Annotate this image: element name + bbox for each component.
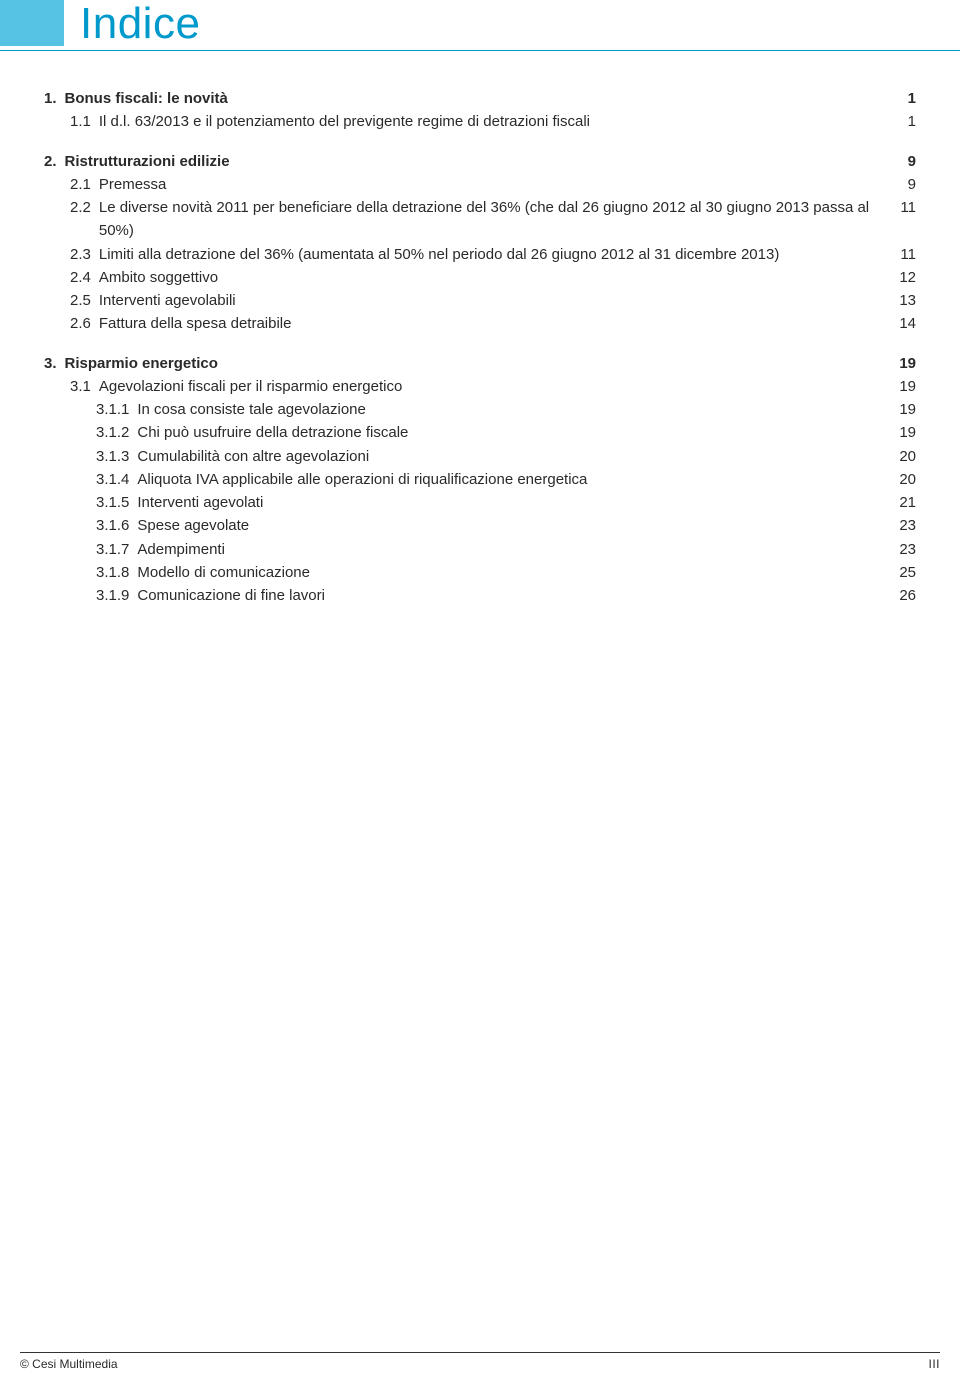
toc-subitem: 3.1.6Spese agevolate23: [44, 514, 916, 537]
footer-copyright: © Cesi Multimedia: [20, 1357, 118, 1371]
toc-subitem-page: 20: [888, 445, 916, 468]
toc-item-text: Le diverse novità 2011 per beneficiare d…: [99, 196, 888, 243]
toc-subitem-text: Cumulabilità con altre agevolazioni: [137, 445, 888, 468]
toc-item-page: 1: [888, 110, 916, 133]
toc-subitem-num: 3.1.1: [96, 398, 137, 421]
toc-subitem-page: 23: [888, 538, 916, 561]
toc-section-heading: 2.Ristrutturazioni edilizie9: [44, 150, 916, 173]
toc-subitem-num: 3.1.5: [96, 491, 137, 514]
toc-subitem-text: Interventi agevolati: [137, 491, 888, 514]
toc-item-num: 3.1: [70, 375, 99, 398]
page-header: Indice: [0, 0, 960, 46]
toc-item-text: Ambito soggettivo: [99, 266, 888, 289]
toc-subitem: 3.1.2Chi può usufruire della detrazione …: [44, 421, 916, 444]
toc-item-text: Fattura della spesa detraibile: [99, 312, 888, 335]
toc-item-page: 14: [888, 312, 916, 335]
toc-list: 1.Bonus fiscali: le novità11.1Il d.l. 63…: [44, 87, 916, 607]
toc-subitem-text: Chi può usufruire della detrazione fisca…: [137, 421, 888, 444]
toc-subitem-num: 3.1.3: [96, 445, 137, 468]
toc-item: 2.4Ambito soggettivo12: [44, 266, 916, 289]
toc-section-heading: 3.Risparmio energetico19: [44, 352, 916, 375]
toc-section-page: 19: [888, 352, 916, 375]
toc-section-num: 2.: [44, 150, 65, 173]
toc-item: 2.6Fattura della spesa detraibile14: [44, 312, 916, 335]
toc-subitem: 3.1.8Modello di comunicazione25: [44, 561, 916, 584]
toc-item-text: Interventi agevolabili: [99, 289, 888, 312]
toc-subitem-num: 3.1.8: [96, 561, 137, 584]
toc-subitem-page: 19: [888, 421, 916, 444]
toc-item: 2.5Interventi agevolabili13: [44, 289, 916, 312]
toc-item-text: Agevolazioni fiscali per il risparmio en…: [99, 375, 888, 398]
toc-subitem: 3.1.4Aliquota IVA applicabile alle opera…: [44, 468, 916, 491]
toc-subitem-page: 19: [888, 398, 916, 421]
toc-item-page: 12: [888, 266, 916, 289]
toc-section-title: Bonus fiscali: le novità: [65, 87, 888, 110]
toc-subitem-text: Comunicazione di fine lavori: [137, 584, 888, 607]
toc-item-text: Limiti alla detrazione del 36% (aumentat…: [99, 243, 888, 266]
toc-subitem: 3.1.7Adempimenti23: [44, 538, 916, 561]
toc-content: 1.Bonus fiscali: le novità11.1Il d.l. 63…: [0, 51, 960, 607]
toc-item-page: 13: [888, 289, 916, 312]
toc-subitem-page: 26: [888, 584, 916, 607]
toc-section-heading: 1.Bonus fiscali: le novità1: [44, 87, 916, 110]
toc-subitem-page: 20: [888, 468, 916, 491]
toc-subitem-page: 25: [888, 561, 916, 584]
toc-item-page: 19: [888, 375, 916, 398]
toc-subitem-text: In cosa consiste tale agevolazione: [137, 398, 888, 421]
toc-item-page: 11: [888, 196, 916, 219]
toc-subitem-page: 23: [888, 514, 916, 537]
toc-subitem-num: 3.1.4: [96, 468, 137, 491]
toc-item: 2.1Premessa9: [44, 173, 916, 196]
toc-item-text: Premessa: [99, 173, 888, 196]
toc-item: 3.1Agevolazioni fiscali per il risparmio…: [44, 375, 916, 398]
toc-item: 2.3Limiti alla detrazione del 36% (aumen…: [44, 243, 916, 266]
toc-section-num: 3.: [44, 352, 65, 375]
toc-item-page: 11: [888, 243, 916, 266]
footer-page-number: III: [928, 1357, 940, 1371]
toc-subitem: 3.1.5Interventi agevolati21: [44, 491, 916, 514]
toc-item-num: 2.5: [70, 289, 99, 312]
toc-item-num: 2.2: [70, 196, 99, 219]
toc-section-title: Risparmio energetico: [65, 352, 888, 375]
page-title: Indice: [80, 2, 200, 46]
toc-section-page: 1: [888, 87, 916, 110]
toc-subitem-text: Adempimenti: [137, 538, 888, 561]
toc-subitem-num: 3.1.6: [96, 514, 137, 537]
toc-item-num: 2.6: [70, 312, 99, 335]
toc-item: 2.2Le diverse novità 2011 per beneficiar…: [44, 196, 916, 243]
toc-subitem: 3.1.3Cumulabilità con altre agevolazioni…: [44, 445, 916, 468]
toc-subitem-num: 3.1.7: [96, 538, 137, 561]
toc-section-page: 9: [888, 150, 916, 173]
toc-item-page: 9: [888, 173, 916, 196]
toc-item-num: 1.1: [70, 110, 99, 133]
toc-subitem-text: Aliquota IVA applicabile alle operazioni…: [137, 468, 888, 491]
toc-subitem-text: Modello di comunicazione: [137, 561, 888, 584]
toc-subitem-page: 21: [888, 491, 916, 514]
toc-item-text: Il d.l. 63/2013 e il potenziamento del p…: [99, 110, 888, 133]
toc-item-num: 2.4: [70, 266, 99, 289]
page-footer: © Cesi Multimedia III: [20, 1352, 940, 1371]
toc-subitem-num: 3.1.9: [96, 584, 137, 607]
toc-subitem: 3.1.9Comunicazione di fine lavori26: [44, 584, 916, 607]
toc-item-num: 2.1: [70, 173, 99, 196]
toc-subitem-num: 3.1.2: [96, 421, 137, 444]
toc-subitem-text: Spese agevolate: [137, 514, 888, 537]
toc-section-num: 1.: [44, 87, 65, 110]
toc-subitem: 3.1.1In cosa consiste tale agevolazione1…: [44, 398, 916, 421]
toc-section-title: Ristrutturazioni edilizie: [65, 150, 888, 173]
toc-item: 1.1Il d.l. 63/2013 e il potenziamento de…: [44, 110, 916, 133]
header-accent-square: [0, 0, 64, 46]
toc-item-num: 2.3: [70, 243, 99, 266]
